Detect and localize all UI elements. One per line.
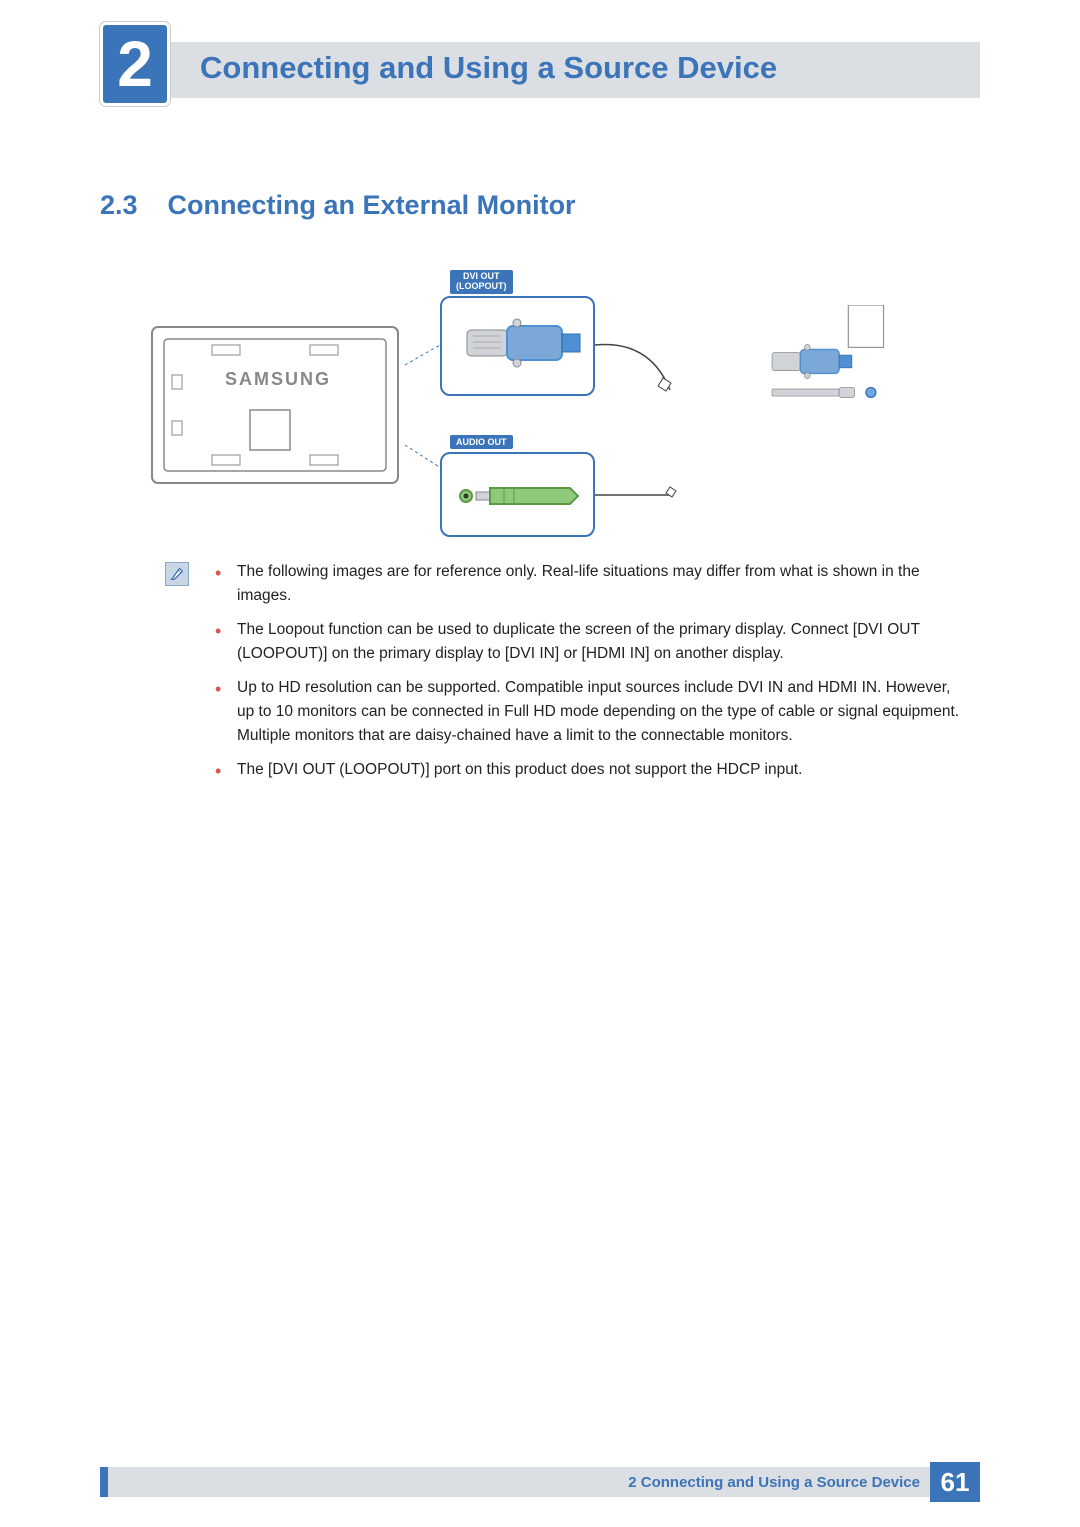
dvi-connector-icon: [442, 298, 597, 398]
footer-chapter-ref: 2 Connecting and Using a Source Device: [628, 1474, 920, 1491]
section-number: 2.3: [100, 190, 138, 221]
footer-bar: 2 Connecting and Using a Source Device 6…: [100, 1467, 980, 1497]
audio-out-port-box: [440, 452, 595, 537]
note-bullet: The Loopout function can be used to dupl…: [215, 618, 960, 666]
audio-out-label-text: AUDIO OUT: [456, 437, 507, 447]
svg-text:SAMSUNG: SAMSUNG: [225, 369, 331, 389]
dvi-out-label-bottom: (LOOPOUT): [456, 281, 507, 291]
note-bullet: Up to HD resolution can be supported. Co…: [215, 676, 960, 748]
footer-accent: [100, 1467, 108, 1497]
page-number: 61: [930, 1462, 980, 1502]
notes-list: The following images are for reference o…: [215, 560, 960, 792]
primary-monitor-icon: SAMSUNG: [150, 325, 400, 485]
audio-out-port-label: AUDIO OUT: [450, 435, 513, 449]
note-bullet: The [DVI OUT (LOOPOUT)] port on this pro…: [215, 758, 960, 782]
chapter-number-badge: 2: [100, 22, 170, 106]
audio-connector-icon: [442, 454, 597, 539]
section-title: Connecting an External Monitor: [168, 190, 576, 221]
note-icon: [165, 562, 189, 586]
note-bullet: The following images are for reference o…: [215, 560, 960, 608]
connection-diagram: SAMSUNG DVI OUT (LOOPOUT): [150, 270, 910, 550]
secondary-monitor-icon: [740, 305, 910, 425]
dvi-out-label-top: DVI OUT: [463, 271, 500, 281]
dvi-out-port-box: [440, 296, 595, 396]
dvi-out-port-label: DVI OUT (LOOPOUT): [450, 270, 513, 294]
chapter-title: Connecting and Using a Source Device: [200, 50, 777, 86]
section-heading: 2.3 Connecting an External Monitor: [100, 190, 576, 221]
